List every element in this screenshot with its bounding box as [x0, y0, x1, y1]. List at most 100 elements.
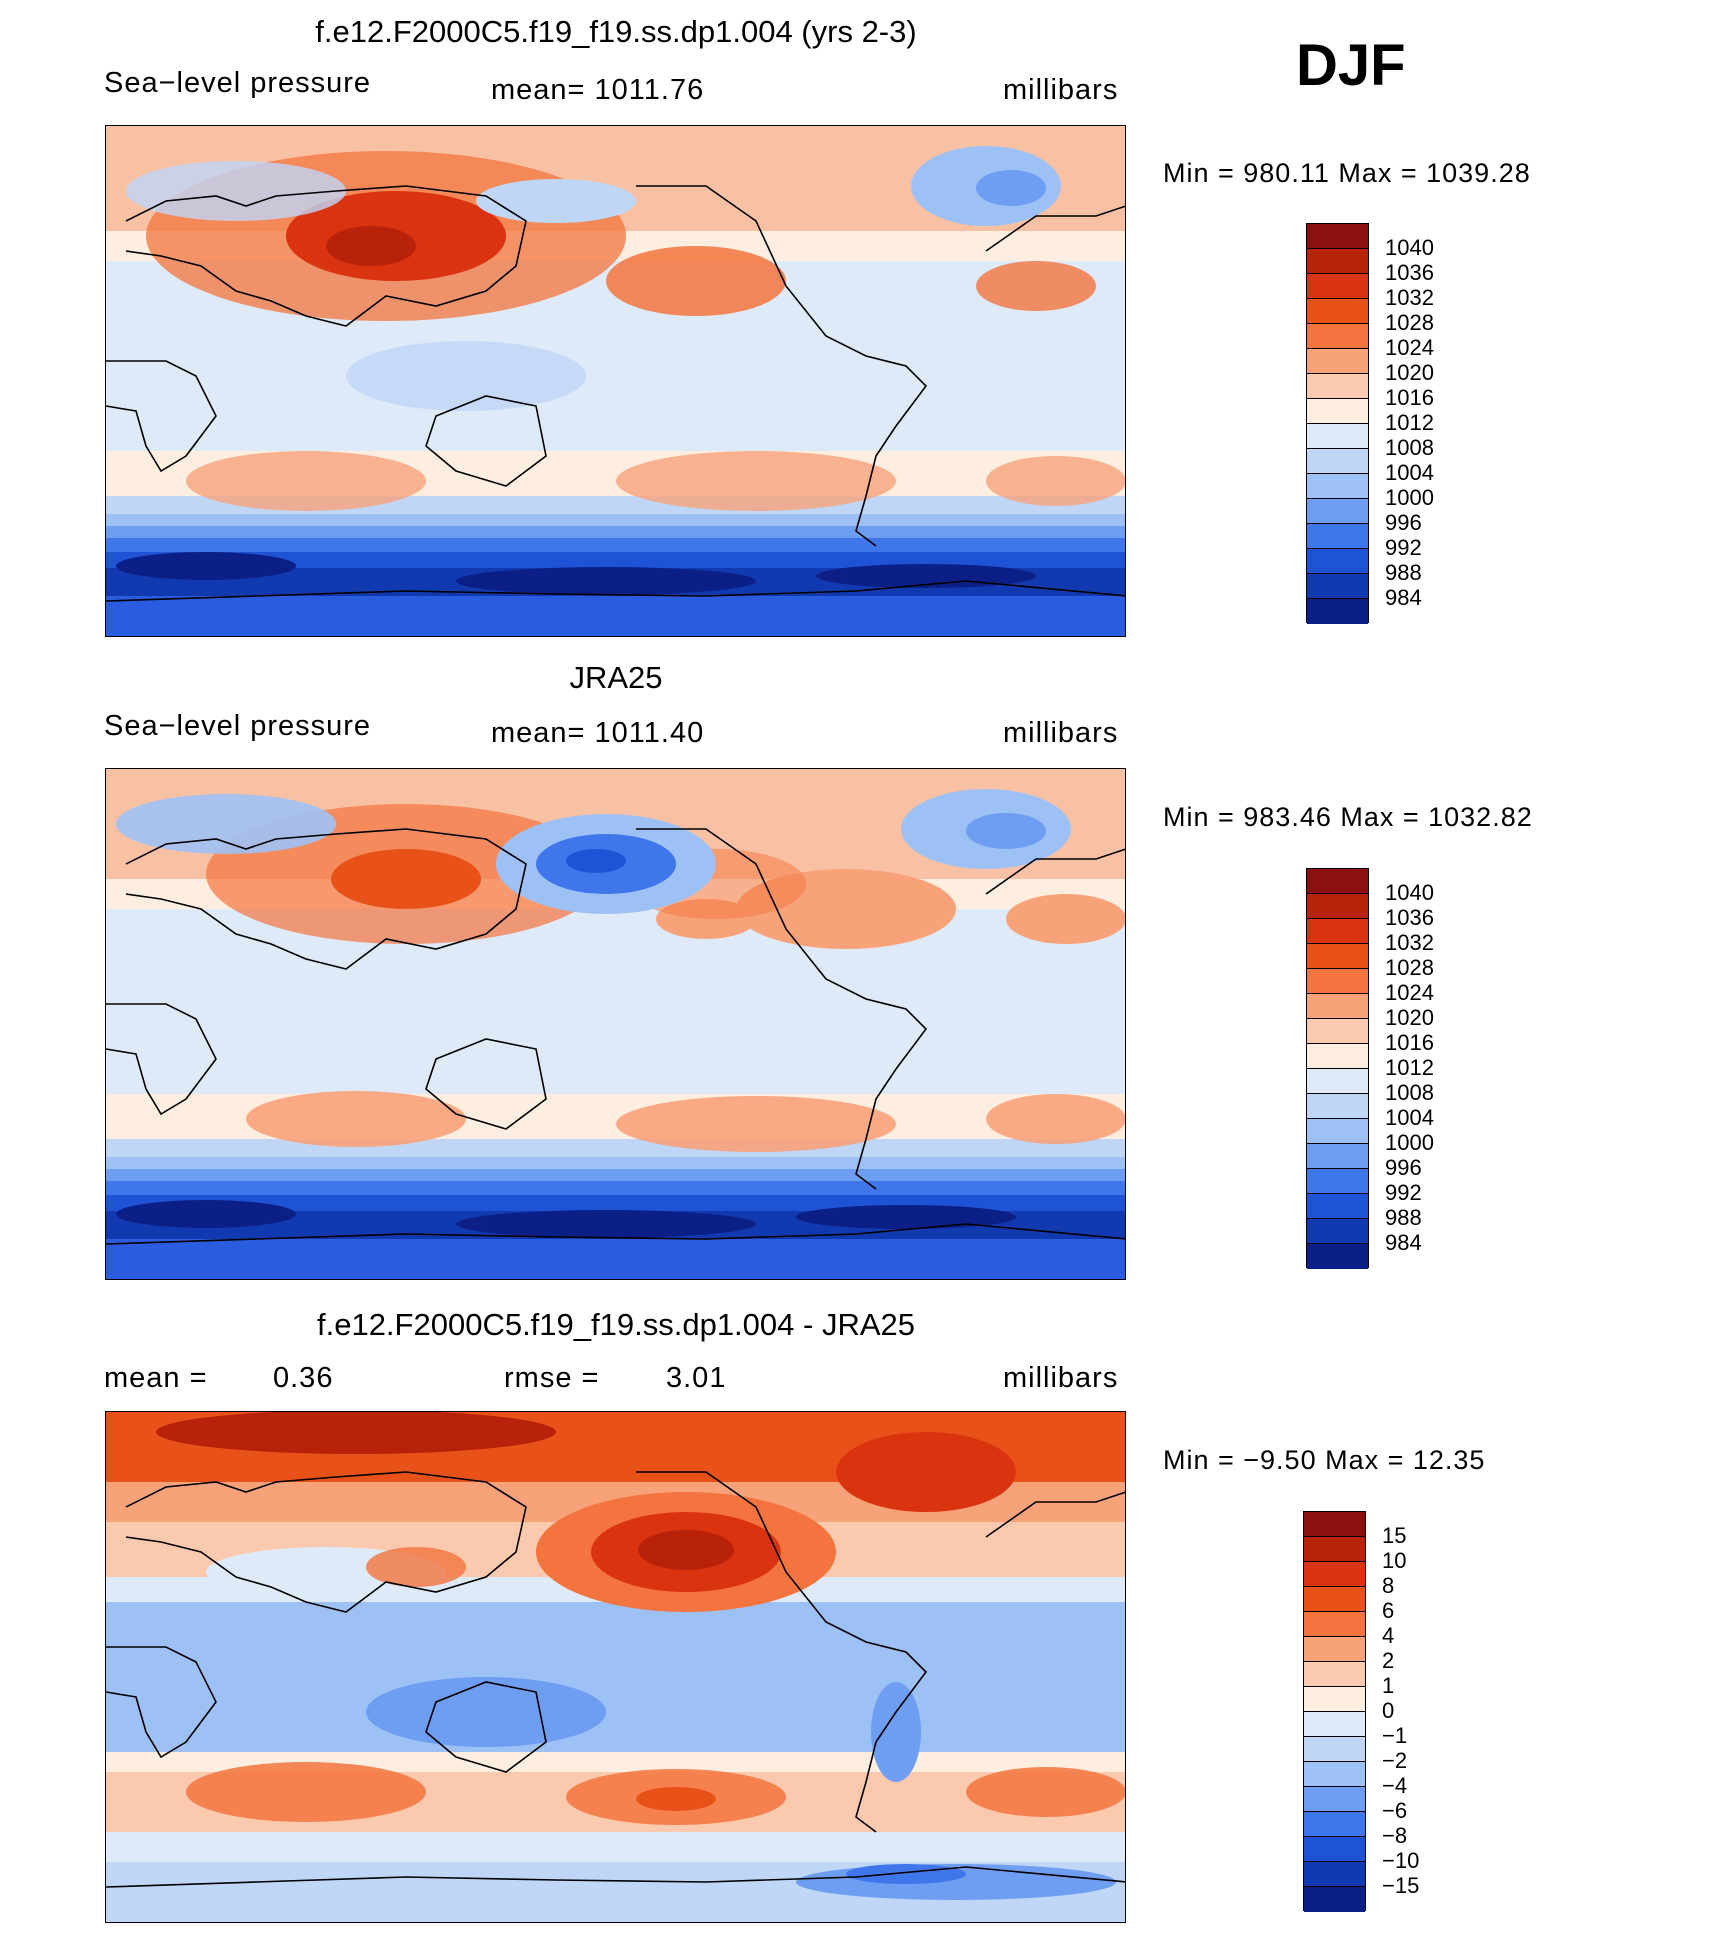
colorbar-swatch [1307, 374, 1368, 399]
colorbar-level-label: 4 [1382, 1623, 1395, 1648]
colorbar-level-label: 1024 [1385, 980, 1434, 1005]
colorbar-level-label: 1000 [1385, 1130, 1434, 1155]
panel-2-minmax: Min = 983.46 Max = 1032.82 [1163, 802, 1533, 832]
colorbar-swatch [1307, 1244, 1368, 1269]
panel-2-map [105, 768, 1126, 1280]
colorbar-swatch [1304, 1837, 1365, 1862]
colorbar-swatch [1307, 524, 1368, 549]
colorbar-level-label: 988 [1385, 560, 1422, 585]
colorbar-level-label: 0 [1382, 1698, 1395, 1723]
colorbar-level-label: 8 [1382, 1573, 1395, 1598]
panel-1-units: millibars [1003, 74, 1119, 106]
colorbar-swatch [1307, 1169, 1368, 1194]
colorbar-swatch [1304, 1512, 1365, 1537]
colorbar-swatch [1304, 1787, 1365, 1812]
colorbar-swatch [1307, 969, 1368, 994]
colorbar-swatch [1304, 1887, 1365, 1912]
panel-1-title: f.e12.F2000C5.f19_f19.ss.dp1.004 (yrs 2-… [315, 14, 917, 49]
colorbar-swatch [1307, 1019, 1368, 1044]
colorbar-level-label: −2 [1382, 1748, 1408, 1773]
panel-3-title: f.e12.F2000C5.f19_f19.ss.dp1.004 - JRA25 [316, 1307, 915, 1342]
colorbar-level-label: 1012 [1385, 410, 1434, 435]
colorbar-swatch [1304, 1862, 1365, 1887]
panel-2-units: millibars [1003, 717, 1119, 749]
panel-3-rmse-label: rmse = [504, 1362, 600, 1394]
colorbar-swatch [1307, 324, 1368, 349]
colorbar-level-label: 996 [1385, 1155, 1422, 1180]
colorbar-level-label: 1032 [1385, 930, 1434, 955]
colorbar-level-label: −6 [1382, 1798, 1408, 1823]
colorbar-swatch [1307, 549, 1368, 574]
panel-3-units: millibars [1003, 1362, 1119, 1394]
colorbar-swatch [1304, 1762, 1365, 1787]
colorbar-swatch [1307, 299, 1368, 324]
panel-1-variable-label: Sea−level pressure [104, 67, 372, 99]
panel-3-rmse-value: 3.01 [666, 1362, 727, 1394]
colorbar-swatch [1307, 1044, 1368, 1069]
panel-2-title: JRA25 [569, 660, 663, 695]
colorbar-swatch [1307, 449, 1368, 474]
colorbar-swatch [1304, 1537, 1365, 1562]
colorbar-level-label: 988 [1385, 1205, 1422, 1230]
colorbar-swatch [1307, 224, 1368, 249]
colorbar-swatches [1306, 223, 1369, 624]
colorbar-swatch [1307, 424, 1368, 449]
colorbar-swatch [1307, 1194, 1368, 1219]
panel-1-contour-field [106, 126, 1125, 636]
colorbar-level-label: −4 [1382, 1773, 1408, 1798]
colorbar-swatch [1307, 474, 1368, 499]
colorbar-level-label: 1000 [1385, 485, 1434, 510]
colorbar-level-label: 1028 [1385, 310, 1434, 335]
colorbar-level-label: 1016 [1385, 385, 1434, 410]
colorbar-level-label: 984 [1385, 1230, 1422, 1255]
colorbar-level-label: 2 [1382, 1648, 1395, 1673]
colorbar-swatch [1307, 919, 1368, 944]
colorbar-swatches [1303, 1511, 1366, 1912]
colorbar-level-label: 996 [1385, 510, 1422, 535]
colorbar-swatch [1307, 1119, 1368, 1144]
colorbar-level-label: −15 [1382, 1873, 1420, 1898]
colorbar-level-label: 1020 [1385, 360, 1434, 385]
colorbar-swatch [1307, 1069, 1368, 1094]
panel-3-map [105, 1411, 1126, 1923]
colorbar-level-label: 1 [1382, 1673, 1395, 1698]
panel-3-mean-label: mean = [104, 1362, 208, 1394]
colorbar-swatch [1307, 574, 1368, 599]
colorbar-level-label: 1016 [1385, 1030, 1434, 1055]
colorbar-swatch [1307, 499, 1368, 524]
colorbar-level-label: 1024 [1385, 335, 1434, 360]
colorbar-level-label: 15 [1382, 1523, 1407, 1548]
colorbar-swatch [1304, 1687, 1365, 1712]
colorbar-level-label: 1040 [1385, 880, 1434, 905]
colorbar-level-label: 1040 [1385, 235, 1434, 260]
colorbar-level-label: 984 [1385, 585, 1422, 610]
colorbar-level-label: 1008 [1385, 435, 1434, 460]
colorbar-swatch [1304, 1587, 1365, 1612]
panel-3-mean-value: 0.36 [273, 1362, 334, 1394]
panel-2-mean-label: mean= 1011.40 [491, 717, 705, 749]
colorbar-level-label: 1028 [1385, 955, 1434, 980]
colorbar-level-label: 1012 [1385, 1055, 1434, 1080]
colorbar-swatch [1304, 1712, 1365, 1737]
colorbar-swatch [1307, 944, 1368, 969]
panel-1-map [105, 125, 1126, 637]
colorbar-level-label: 992 [1385, 1180, 1422, 1205]
colorbar-level-label: 1032 [1385, 285, 1434, 310]
colorbar-swatch [1307, 599, 1368, 624]
colorbar-level-label: −10 [1382, 1848, 1420, 1873]
colorbar-level-label: 6 [1382, 1598, 1395, 1623]
colorbar-swatch [1307, 249, 1368, 274]
colorbar-level-label: 1036 [1385, 905, 1434, 930]
colorbar-swatch [1304, 1737, 1365, 1762]
colorbar-level-label: 992 [1385, 535, 1422, 560]
colorbar-level-label: 1004 [1385, 1105, 1434, 1130]
panel-1-mean-label: mean= 1011.76 [491, 74, 705, 106]
panel-2-variable-label: Sea−level pressure [104, 710, 372, 742]
colorbar-swatch [1307, 349, 1368, 374]
colorbar-swatch [1307, 399, 1368, 424]
panel-3-contour-field [106, 1412, 1125, 1922]
colorbar-swatch [1307, 869, 1368, 894]
colorbar-level-label: 1020 [1385, 1005, 1434, 1030]
colorbar-swatch [1307, 274, 1368, 299]
colorbar-swatch [1307, 1094, 1368, 1119]
